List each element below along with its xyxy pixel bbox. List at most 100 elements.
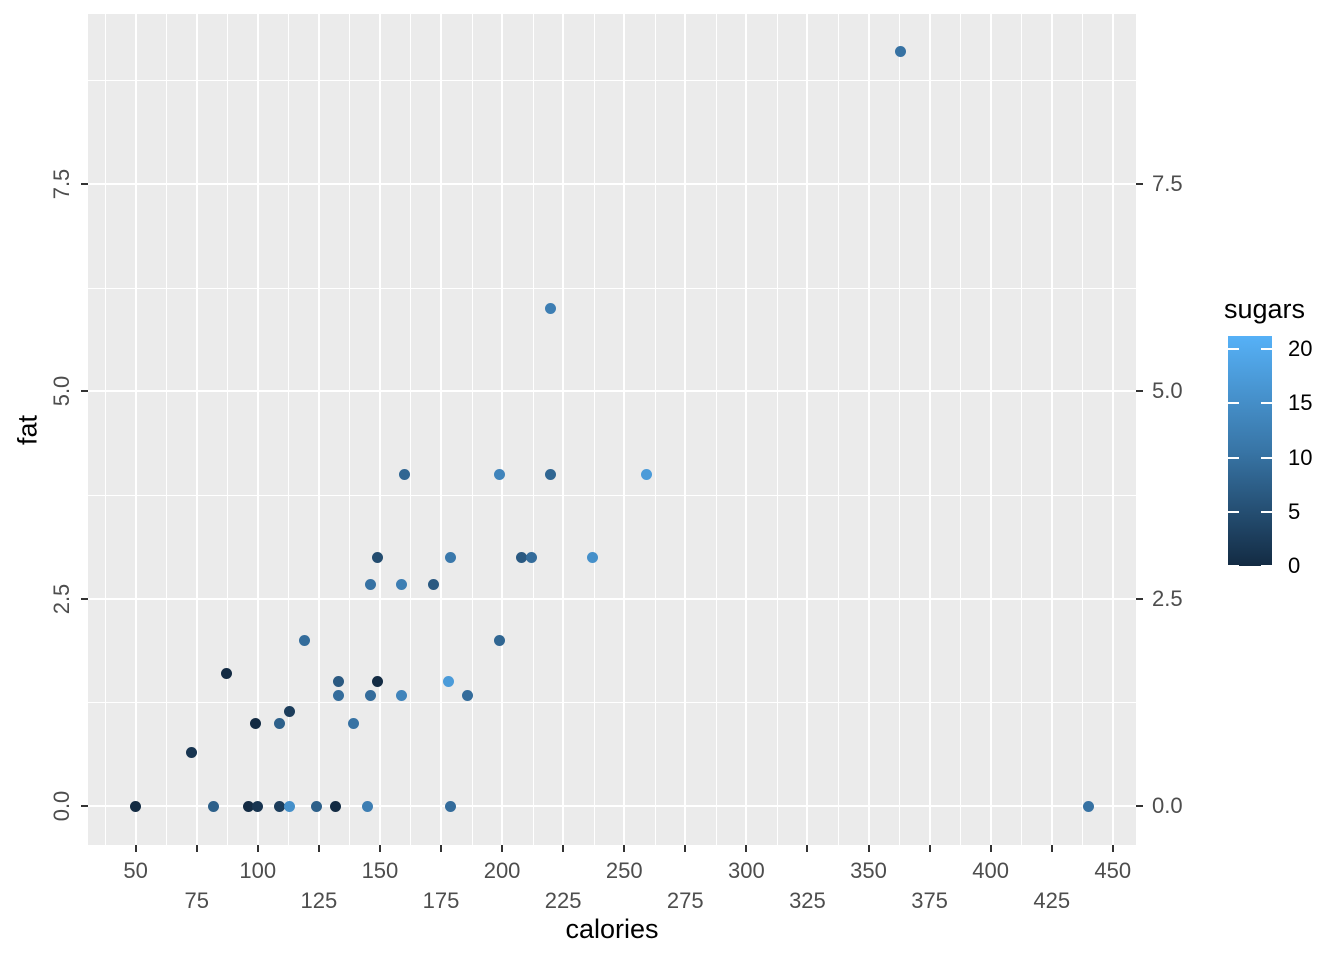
legend-tick-mark-right: [1261, 456, 1272, 459]
data-point: [186, 746, 198, 758]
x-tick-mark: [989, 845, 992, 852]
y-tick-mark-left: [81, 805, 88, 808]
x-tick-mark: [317, 845, 320, 852]
data-point: [332, 690, 344, 702]
major-gridline-y: [88, 390, 1136, 393]
legend-colorbar: [1228, 336, 1272, 566]
data-point: [274, 717, 286, 729]
minor-gridline-x: [227, 14, 229, 845]
data-point: [362, 800, 374, 812]
y-tick-label-right: 5.0: [1152, 378, 1183, 404]
data-point: [428, 579, 440, 591]
x-tick-label: 75: [184, 888, 209, 913]
legend-tick-mark-left: [1228, 456, 1239, 459]
data-point: [445, 800, 457, 812]
y-tick-label-left: 2.5: [49, 583, 74, 614]
x-tick-label: 300: [727, 858, 765, 883]
legend-tick-mark-right: [1261, 348, 1272, 351]
data-point: [130, 800, 142, 812]
minor-gridline-x: [1082, 14, 1084, 845]
major-gridline-y: [88, 183, 1136, 185]
legend-tick-mark-left: [1228, 510, 1239, 513]
legend-title: sugars: [1224, 294, 1306, 324]
legend-tick-label: 15: [1288, 390, 1313, 416]
minor-gridline-x: [715, 14, 717, 845]
legend-tick-label: 5: [1288, 498, 1301, 524]
x-tick-label: 125: [300, 888, 338, 913]
y-tick-mark-left: [81, 597, 88, 600]
major-gridline-y: [88, 805, 1136, 808]
x-tick-mark: [745, 845, 748, 852]
minor-gridline-y: [88, 702, 1136, 704]
data-point: [525, 551, 537, 563]
data-point: [364, 690, 376, 702]
minor-gridline-x: [654, 14, 656, 845]
major-gridline-x: [684, 14, 687, 845]
y-tick-label-right: 2.5: [1152, 585, 1183, 611]
plot-panel: [88, 14, 1136, 845]
data-point: [330, 800, 342, 812]
data-point: [516, 551, 528, 563]
data-point: [1082, 800, 1094, 812]
major-gridline-x: [256, 14, 259, 845]
x-tick-label: 450: [1094, 858, 1132, 883]
data-point: [462, 690, 474, 702]
x-tick-label: 350: [850, 858, 887, 883]
data-point: [494, 468, 506, 480]
y-tick-label-left: 0.0: [49, 790, 74, 822]
major-gridline-x: [928, 14, 931, 845]
minor-gridline-x: [349, 14, 351, 845]
x-tick-mark: [501, 845, 504, 852]
x-tick-label: 375: [911, 888, 948, 913]
major-gridline-x: [195, 14, 198, 845]
legend-tick-mark-left: [1228, 565, 1239, 567]
y-tick-mark-left: [81, 390, 88, 393]
data-point: [298, 634, 310, 646]
major-gridline-x: [134, 14, 137, 845]
data-point: [208, 800, 220, 812]
x-tick-mark: [378, 845, 381, 852]
y-tick-mark-right: [1136, 805, 1143, 808]
data-point: [586, 551, 598, 563]
minor-gridline-x: [1021, 14, 1023, 845]
legend-tick-label: 0: [1288, 553, 1301, 578]
y-tick-mark-right: [1136, 183, 1143, 185]
data-point: [252, 800, 264, 812]
x-tick-label: 150: [361, 858, 399, 883]
x-tick-mark: [928, 845, 931, 852]
x-tick-label: 50: [123, 858, 148, 883]
x-tick-mark: [134, 845, 137, 852]
x-tick-label: 100: [239, 858, 277, 883]
major-gridline-x: [317, 14, 320, 845]
major-gridline-x: [623, 14, 626, 845]
x-tick-mark: [684, 845, 687, 852]
data-point: [545, 468, 557, 480]
major-gridline-x: [745, 14, 748, 845]
legend-tick-label: 20: [1288, 336, 1313, 362]
x-tick-label: 425: [1033, 888, 1071, 913]
data-point: [371, 551, 383, 563]
data-point: [442, 676, 454, 688]
legend-tick-mark-right: [1261, 510, 1272, 513]
x-tick-label: 325: [789, 888, 826, 913]
data-point: [398, 468, 410, 480]
y-tick-label-left: 5.0: [49, 376, 74, 407]
x-tick-label: 250: [605, 858, 643, 883]
legend-tick-mark-right: [1261, 565, 1272, 567]
data-point: [220, 667, 232, 679]
major-gridline-x: [806, 14, 809, 845]
data-point: [332, 676, 344, 688]
x-tick-mark: [195, 845, 198, 852]
data-point: [494, 634, 506, 646]
y-tick-mark-right: [1136, 390, 1143, 393]
minor-gridline-x: [837, 14, 839, 845]
major-gridline-x: [439, 14, 442, 845]
data-point: [445, 551, 457, 563]
data-point: [396, 690, 408, 702]
y-tick-label-right: 7.5: [1152, 171, 1183, 196]
data-point: [242, 800, 254, 812]
data-point: [274, 800, 286, 812]
minor-gridline-y: [88, 80, 1136, 82]
legend-tick-label: 10: [1288, 444, 1313, 470]
